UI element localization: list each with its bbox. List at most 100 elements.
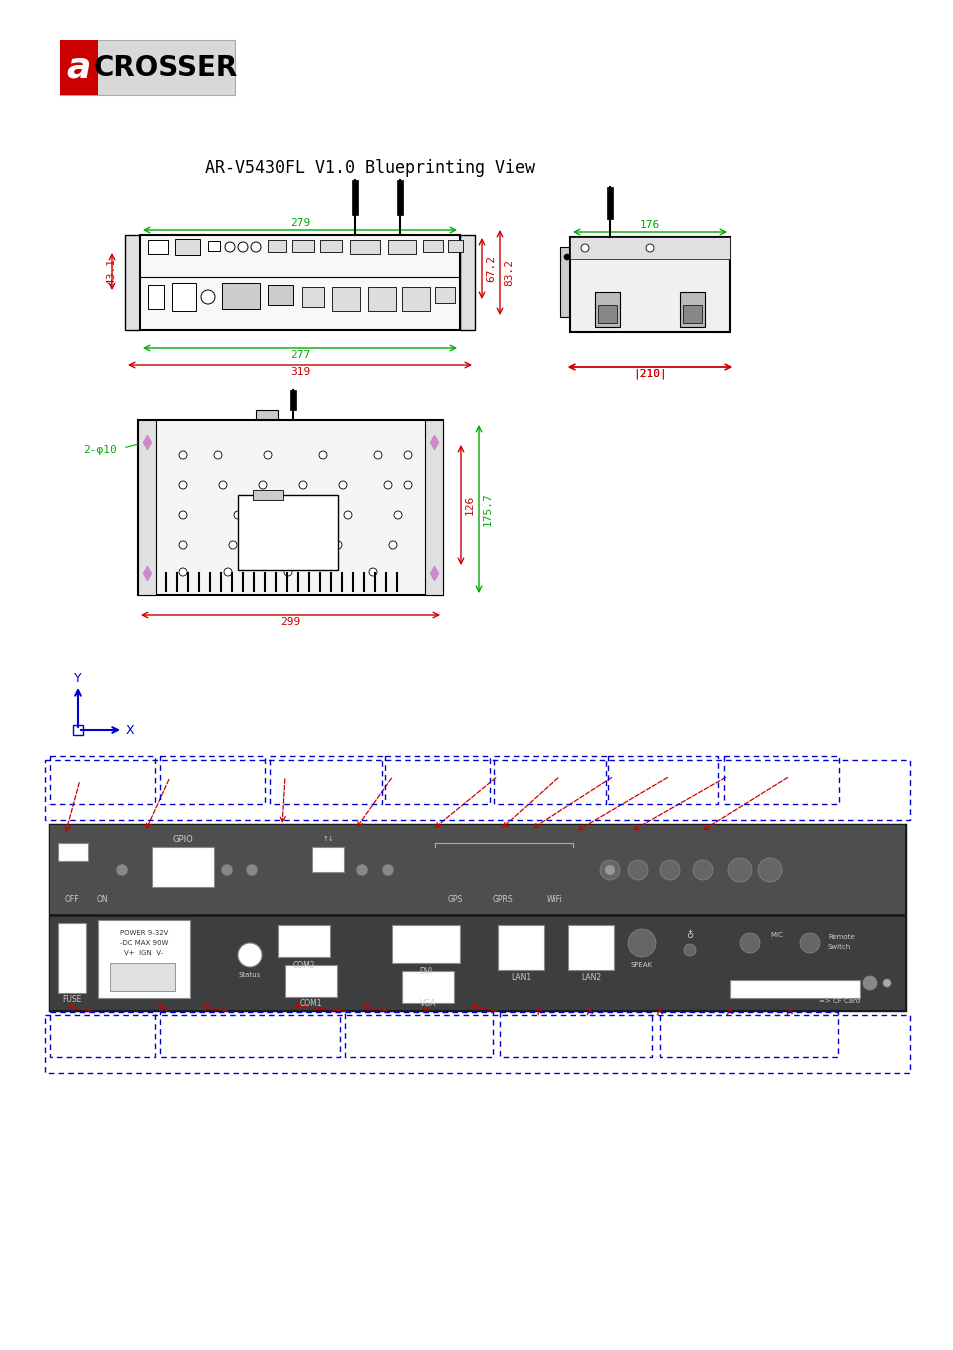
Text: ♁: ♁ <box>686 930 693 940</box>
Bar <box>345 1012 493 1057</box>
Circle shape <box>334 541 341 549</box>
Text: MiC: MiC <box>769 931 781 938</box>
Text: Remote: Remote <box>827 934 854 940</box>
Bar <box>140 235 459 329</box>
Bar <box>302 288 324 306</box>
Bar <box>285 965 336 998</box>
Text: Y: Y <box>74 671 82 684</box>
Circle shape <box>344 512 352 518</box>
Circle shape <box>229 541 236 549</box>
Bar <box>222 284 260 309</box>
Circle shape <box>740 933 760 953</box>
Circle shape <box>355 864 368 876</box>
Bar <box>208 242 220 251</box>
Bar <box>60 40 234 94</box>
Circle shape <box>369 568 376 576</box>
Bar <box>125 235 140 329</box>
Circle shape <box>394 512 401 518</box>
Text: 43.1: 43.1 <box>106 258 116 285</box>
Circle shape <box>221 864 233 876</box>
Text: POWER 9-32V: POWER 9-32V <box>120 930 168 936</box>
Text: a: a <box>67 50 91 85</box>
Text: DVI: DVI <box>419 967 432 976</box>
Bar <box>567 925 614 971</box>
Text: ↑↓: ↑↓ <box>322 836 334 842</box>
Text: Switch: Switch <box>827 944 850 950</box>
Bar <box>606 188 613 219</box>
Bar <box>497 925 543 971</box>
Bar <box>352 180 357 215</box>
Text: |210|: |210| <box>633 369 666 379</box>
Circle shape <box>289 512 296 518</box>
Text: OFF: OFF <box>65 895 79 905</box>
Circle shape <box>246 864 257 876</box>
Bar <box>58 923 86 994</box>
Circle shape <box>403 451 412 459</box>
Bar <box>350 240 379 254</box>
Circle shape <box>264 451 272 459</box>
Circle shape <box>237 242 248 252</box>
Bar <box>659 1012 837 1057</box>
Circle shape <box>233 512 242 518</box>
Circle shape <box>224 568 232 576</box>
Bar <box>110 963 174 991</box>
Circle shape <box>179 568 187 576</box>
Text: X: X <box>126 724 134 737</box>
Circle shape <box>580 244 588 252</box>
Bar <box>499 1012 651 1057</box>
Bar <box>682 305 701 323</box>
Bar <box>237 495 337 570</box>
Bar <box>160 1012 339 1057</box>
Text: WiFi: WiFi <box>547 895 562 905</box>
Circle shape <box>727 859 751 882</box>
Circle shape <box>692 860 712 880</box>
Bar <box>424 420 442 595</box>
Bar <box>607 756 718 805</box>
Bar <box>332 288 359 311</box>
Bar <box>73 725 83 734</box>
Bar <box>50 756 154 805</box>
Text: 126: 126 <box>464 495 475 516</box>
Bar <box>253 490 283 500</box>
Circle shape <box>374 451 381 459</box>
Text: 319: 319 <box>290 367 310 377</box>
Circle shape <box>284 568 292 576</box>
Bar <box>723 756 838 805</box>
Bar <box>58 842 88 861</box>
Circle shape <box>659 860 679 880</box>
Text: 67.2: 67.2 <box>485 255 496 282</box>
Bar <box>148 285 164 309</box>
Circle shape <box>225 242 234 252</box>
Bar <box>50 915 904 1010</box>
Bar <box>385 756 490 805</box>
Text: AR-V5430FL V1.0 Blueprinting View: AR-V5430FL V1.0 Blueprinting View <box>205 159 535 177</box>
Bar <box>50 825 904 1010</box>
Circle shape <box>599 860 619 880</box>
Text: 279: 279 <box>290 217 310 228</box>
Text: => CF Card: => CF Card <box>818 998 859 1004</box>
Text: 83.2: 83.2 <box>503 259 514 286</box>
Text: GPS: GPS <box>447 895 462 905</box>
Bar <box>45 1015 909 1073</box>
Bar <box>435 288 455 302</box>
Circle shape <box>627 860 647 880</box>
Bar <box>292 240 314 252</box>
Bar <box>595 292 619 327</box>
Text: VGA: VGA <box>419 999 436 1007</box>
Bar <box>60 40 98 94</box>
Text: COM2: COM2 <box>293 960 314 969</box>
Bar <box>392 925 459 963</box>
Circle shape <box>237 944 262 967</box>
Circle shape <box>338 481 347 489</box>
Bar <box>277 925 330 957</box>
Circle shape <box>179 541 187 549</box>
Bar <box>148 240 168 254</box>
Text: 277: 277 <box>290 350 310 360</box>
Circle shape <box>800 933 820 953</box>
Bar <box>312 846 344 872</box>
Bar <box>152 846 213 887</box>
Circle shape <box>381 864 394 876</box>
Circle shape <box>251 242 261 252</box>
Text: GPRS: GPRS <box>492 895 513 905</box>
Bar <box>401 288 430 311</box>
